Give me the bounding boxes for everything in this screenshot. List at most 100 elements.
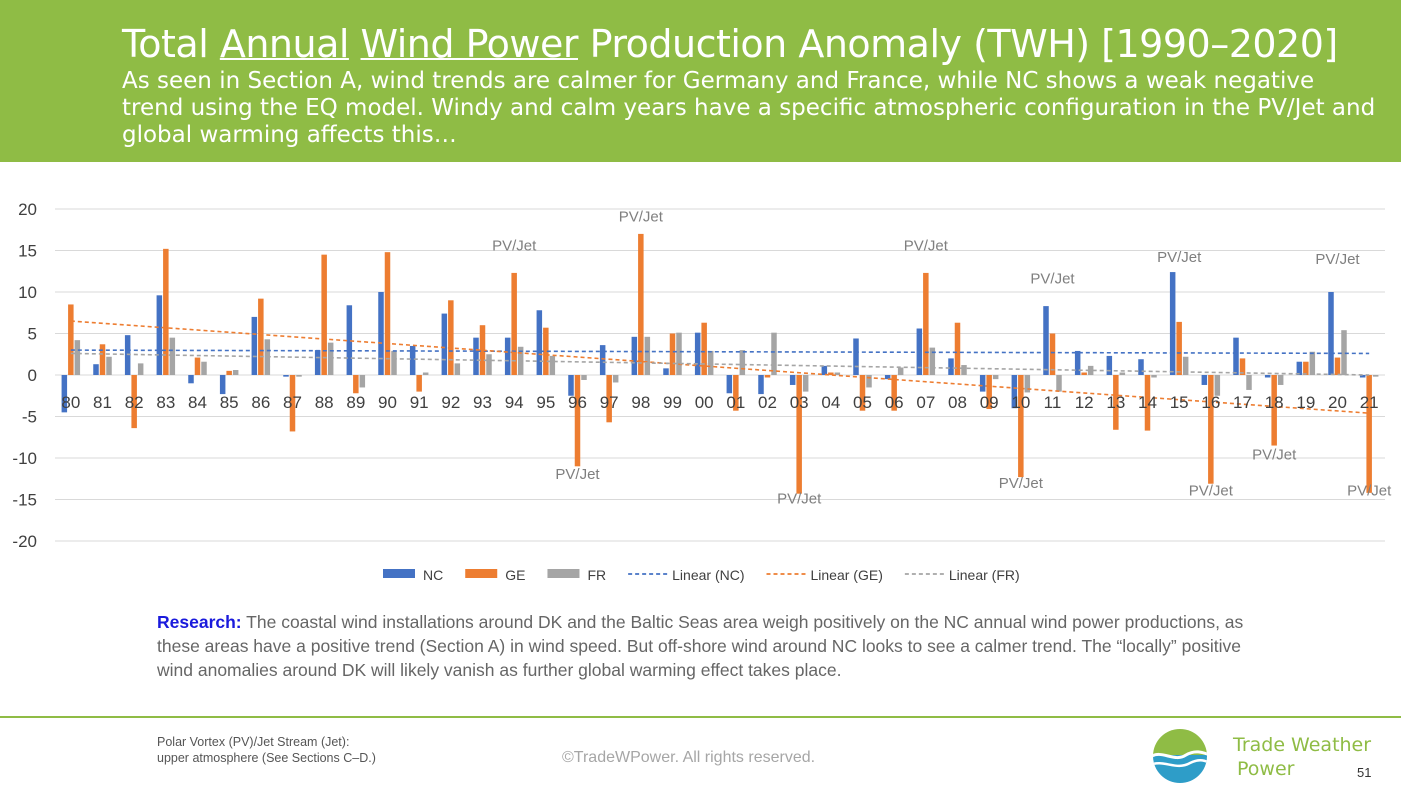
y-tick-label: 10: [18, 283, 37, 302]
bar-fr: [232, 370, 239, 375]
bar-ge: [1271, 375, 1277, 446]
bar-fr: [897, 367, 904, 375]
x-tick-label: 93: [473, 393, 492, 412]
annotation-label: PV/Jet: [1347, 482, 1392, 499]
legend-swatch: [383, 569, 415, 578]
bar-nc: [1043, 306, 1049, 375]
bar-fr: [581, 375, 587, 380]
bar-fr: [359, 375, 366, 388]
bar-nc: [378, 292, 384, 375]
bar-fr: [802, 375, 809, 392]
bar-fr: [1024, 375, 1031, 393]
bar-fr: [1214, 375, 1221, 396]
bar-ge: [258, 298, 264, 375]
bar-ge: [1303, 361, 1309, 375]
title-part-underlined: Annual: [219, 22, 350, 66]
x-tick-label: 82: [125, 393, 144, 412]
bar-nc: [504, 337, 511, 375]
bar-nc: [599, 345, 606, 375]
page-title: Total Annual Wind Power Production Anoma…: [122, 22, 1338, 66]
annotation-label: PV/Jet: [1315, 251, 1360, 268]
annotation-label: PV/Jet: [619, 208, 664, 225]
bar-ge: [1081, 372, 1087, 375]
wave-globe-icon: [1153, 729, 1207, 783]
x-tick-label: 94: [505, 393, 524, 412]
x-tick-label: 86: [251, 393, 270, 412]
x-tick-label: 05: [853, 393, 872, 412]
bar-ge: [923, 272, 929, 375]
bar-nc: [979, 375, 986, 392]
header-banner: Total Annual Wind Power Production Anoma…: [0, 0, 1401, 162]
bar-fr: [707, 350, 714, 375]
bar-ge: [1239, 358, 1246, 375]
research-label: Research:: [157, 612, 242, 632]
bar-fr: [106, 356, 112, 375]
bar-ge: [701, 322, 707, 375]
bar-nc: [441, 313, 448, 375]
bar-nc: [283, 375, 289, 377]
x-tick-label: 02: [758, 393, 777, 412]
bar-ge: [669, 333, 676, 375]
bar-ge: [289, 375, 296, 432]
annotation-label: PV/Jet: [999, 475, 1044, 492]
annotation-label: PV/Jet: [1157, 249, 1202, 266]
bar-nc: [314, 350, 321, 375]
legend-label: NC: [423, 567, 443, 583]
bar-nc: [1011, 375, 1018, 409]
bar-nc: [346, 305, 353, 375]
bar-fr: [1119, 372, 1126, 375]
x-tick-label: 08: [948, 393, 967, 412]
research-text: The coastal wind installations around DK…: [157, 612, 1244, 680]
x-tick-label: 89: [346, 393, 365, 412]
y-tick-label: -15: [12, 491, 37, 510]
bar-nc: [473, 337, 479, 375]
bar-ge: [448, 300, 454, 375]
bar-ge: [859, 375, 866, 411]
annotation-label: PV/Jet: [1252, 447, 1297, 464]
annotation-label: PV/Jet: [555, 466, 600, 483]
bar-fr: [137, 363, 144, 375]
bar-nc: [789, 375, 796, 385]
x-tick-label: 11: [1044, 393, 1062, 412]
x-tick-label: 03: [790, 393, 809, 412]
bar-fr: [992, 375, 999, 380]
bar-ge: [1144, 375, 1151, 431]
bar-nc: [663, 368, 669, 375]
bar-ge: [1176, 321, 1182, 375]
trendline: [70, 349, 1370, 355]
x-tick-label: 91: [410, 393, 429, 412]
brand-name: Trade Weather Power: [1233, 733, 1371, 781]
bar-ge: [416, 375, 422, 392]
x-tick-label: 09: [980, 393, 999, 412]
bar-nc: [1359, 375, 1366, 378]
bar-ge: [68, 304, 74, 375]
bar-nc: [1201, 375, 1208, 385]
research-note: Research: The coastal wind installations…: [157, 610, 1277, 682]
bar-fr: [676, 332, 682, 375]
bar-fr: [1087, 365, 1094, 375]
bar-nc: [694, 332, 701, 375]
legend-label: FR: [587, 567, 606, 583]
bar-fr: [739, 350, 746, 375]
x-tick-label: 87: [283, 393, 302, 412]
x-tick-label: 95: [536, 393, 555, 412]
bar-ge: [1334, 357, 1341, 375]
bar-nc: [156, 295, 163, 375]
x-tick-label: 85: [220, 393, 239, 412]
bar-nc: [93, 364, 99, 375]
bar-ge: [194, 357, 201, 375]
bar-ge: [1049, 333, 1056, 375]
legend-swatch: [465, 569, 498, 578]
y-tick-label: 0: [28, 366, 37, 385]
bar-fr: [327, 342, 334, 375]
bar-nc: [1106, 355, 1113, 375]
title-part: [349, 22, 361, 66]
y-tick-label: 20: [18, 200, 37, 219]
brand-line: Power: [1237, 758, 1295, 780]
x-tick-label: 10: [1011, 393, 1030, 412]
x-tick-label: 83: [156, 393, 175, 412]
annotation-label: PV/Jet: [904, 238, 949, 255]
bar-fr: [1246, 375, 1252, 390]
bar-nc: [1169, 272, 1176, 375]
title-part: Production Anomaly (TWH) [1990–2020]: [578, 22, 1339, 66]
